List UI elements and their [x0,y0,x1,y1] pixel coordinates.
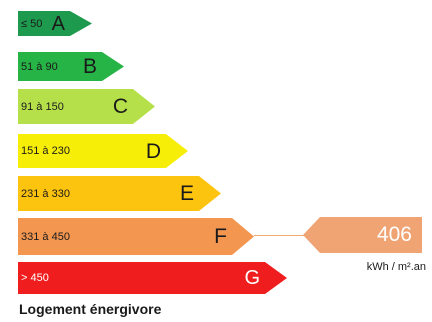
energy-class-g: > 450 G [18,262,287,294]
class-f-letter: F [214,225,227,248]
energy-class-d: 151 à 230 D [18,134,188,168]
class-d-range: 151 à 230 [21,145,70,157]
value-connector-line [254,235,304,236]
energy-class-e: 231 à 330 E [18,176,221,211]
energy-class-f: 331 à 450 F [18,218,254,255]
class-d-letter: D [145,139,161,163]
class-c-range: 91 à 150 [21,100,64,113]
class-f-range: 331 à 450 [21,230,70,243]
class-g-range: > 450 [21,272,49,284]
energy-class-b: 51 à 90 B [18,52,124,81]
class-e-letter: E [179,182,194,205]
class-g-letter: G [244,267,260,289]
value-unit: kWh / m².an [366,261,426,273]
energy-class-c: 91 à 150 C [18,89,155,124]
class-a-letter: A [51,12,65,35]
energy-class-a: ≤ 50 A [18,11,92,36]
class-b-range: 51 à 90 [21,60,58,73]
current-value-arrow: 406 [303,217,422,253]
class-b-letter: B [82,55,97,78]
class-c-letter: C [112,95,128,118]
class-e-range: 231 à 330 [21,187,70,200]
current-value: 406 [376,223,412,246]
class-a-range: ≤ 50 [21,17,43,30]
rating-caption: Logement énergivore [19,301,162,317]
